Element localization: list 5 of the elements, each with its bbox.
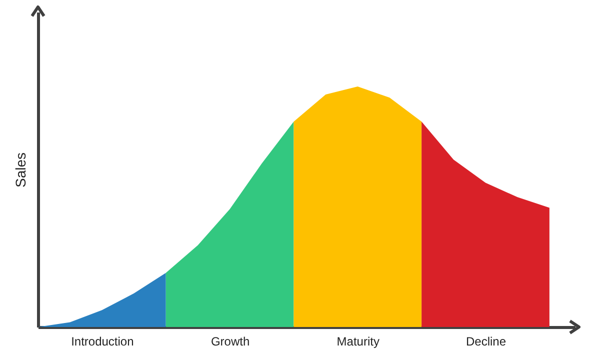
y-axis-title: Sales <box>12 152 28 188</box>
x-tick-label: Introduction <box>71 334 134 348</box>
x-tick-label: Maturity <box>336 334 380 348</box>
x-tick-label: Growth <box>210 334 250 348</box>
x-tick-label: Decline <box>466 334 506 348</box>
